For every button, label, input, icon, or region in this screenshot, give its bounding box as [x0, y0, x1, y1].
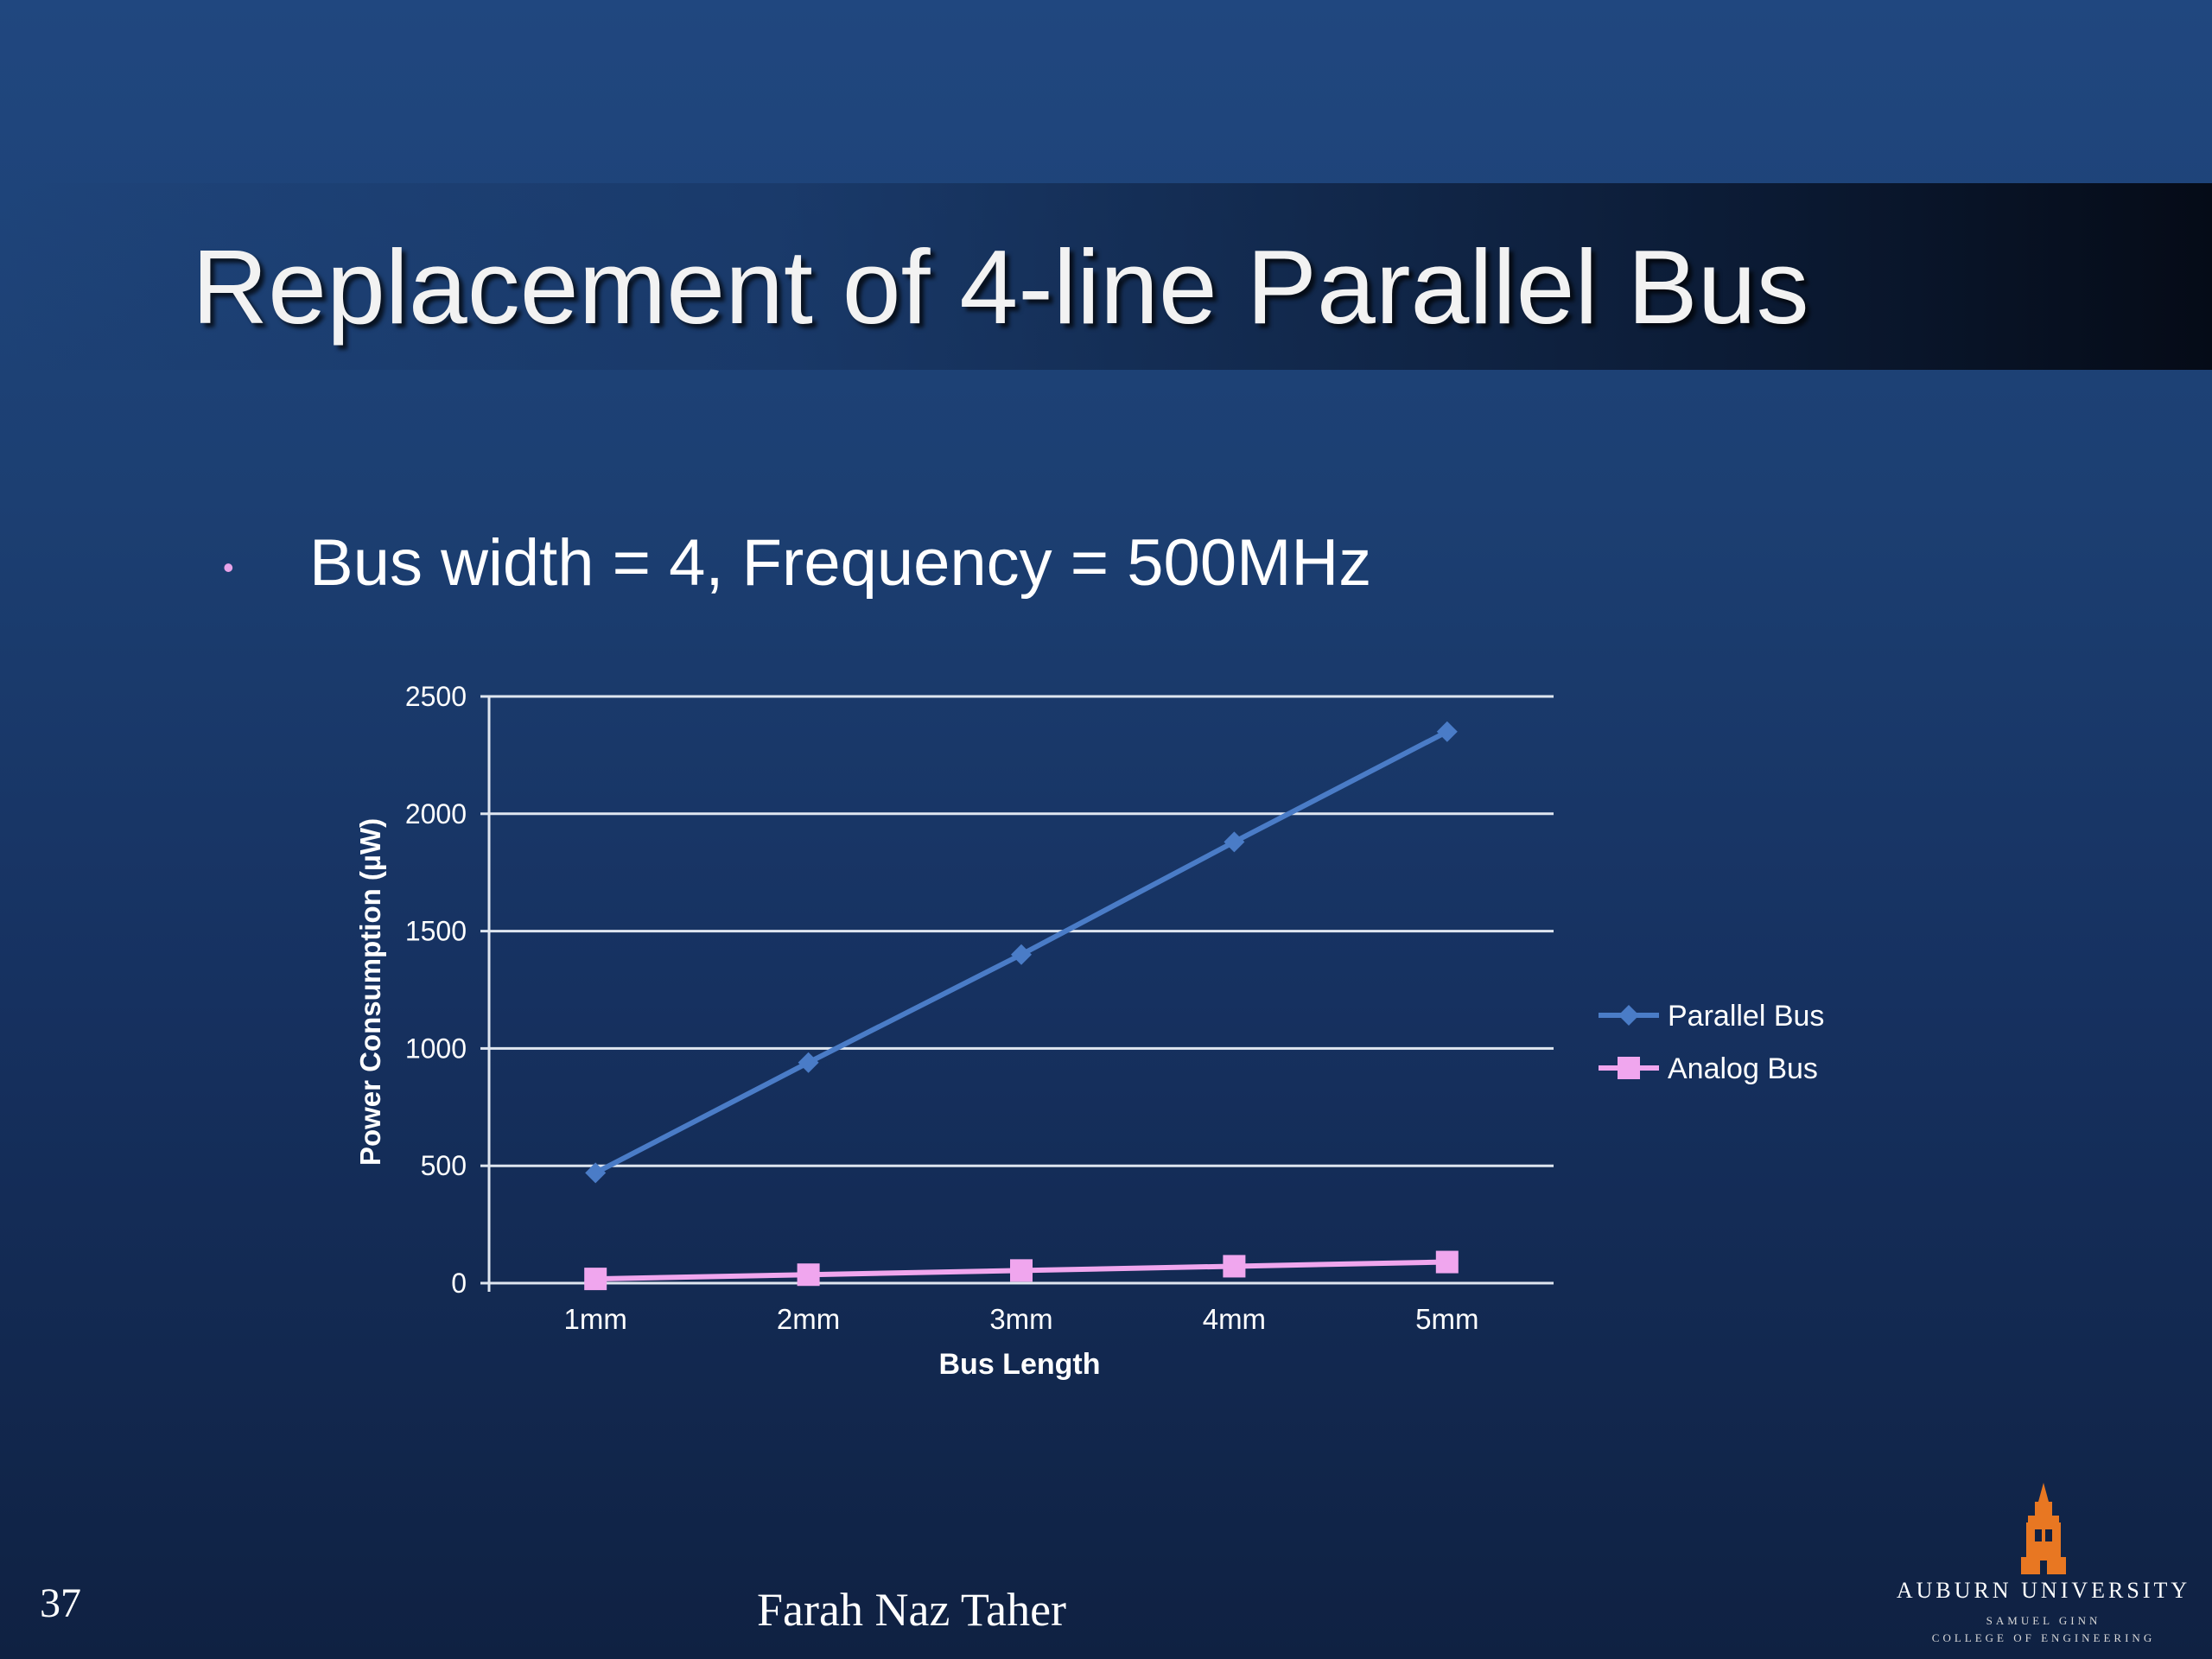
y-tick-label: 500	[421, 1150, 467, 1181]
data-point	[1010, 1259, 1033, 1282]
auburn-university-logo: AUBURN UNIVERSITY SAMUEL GINN COLLEGE OF…	[1892, 1483, 2195, 1647]
x-tick-label: 5mm	[1415, 1303, 1478, 1335]
chart-series	[584, 721, 1459, 1291]
x-axis-title: Bus Length	[939, 1348, 1101, 1381]
legend-marker	[1618, 1005, 1639, 1026]
line-chart: 0 500 1000 1500 2000 2500 1mm 2mm 3mm 4mm 5mm Bus …	[354, 681, 1824, 1381]
y-tick-label: 0	[451, 1268, 467, 1299]
data-point	[1224, 831, 1245, 853]
data-point	[1011, 944, 1032, 965]
data-point	[1436, 721, 1458, 742]
chart-axes	[480, 695, 1554, 1292]
y-tick-label: 2500	[405, 681, 467, 712]
x-tick-label: 3mm	[989, 1303, 1052, 1335]
chart-labels: 0 500 1000 1500 2000 2500 1mm 2mm 3mm 4mm 5mm	[405, 681, 1479, 1335]
author-name: Farah Naz Taher	[757, 1584, 1067, 1636]
y-tick-label: 1000	[405, 1033, 467, 1064]
data-point	[585, 1162, 607, 1184]
data-point	[798, 1052, 819, 1073]
legend-label: Analog Bus	[1668, 1052, 1818, 1085]
x-tick-label: 1mm	[564, 1303, 627, 1335]
data-point	[1435, 1250, 1459, 1274]
x-tick-label: 4mm	[1203, 1303, 1266, 1335]
slide-title: Replacement of 4-line Parallel Bus	[192, 228, 1809, 346]
y-tick-label: 1500	[405, 916, 467, 947]
y-axis-title: Power Consumption (µW)	[354, 818, 386, 1166]
title-band	[0, 183, 2212, 370]
data-point	[584, 1268, 607, 1291]
data-point	[797, 1263, 820, 1287]
page-number: 37	[40, 1580, 81, 1626]
data-point	[1223, 1255, 1246, 1278]
bullet-dot: •	[223, 550, 234, 585]
legend-label: Parallel Bus	[1668, 1000, 1824, 1033]
x-tick-label: 2mm	[777, 1303, 840, 1335]
chart-legend: Parallel Bus Analog Bus	[1599, 1000, 1824, 1085]
logo-university-name: AUBURN UNIVERSITY	[1896, 1578, 2191, 1603]
bullet-text: Bus width = 4, Frequency = 500MHz	[309, 526, 1372, 600]
chart-gridlines	[489, 695, 1554, 1167]
legend-marker	[1618, 1057, 1640, 1079]
logo-subtitle-2: COLLEGE OF ENGINEERING	[1931, 1631, 2156, 1644]
logo-subtitle-1: SAMUEL GINN	[1986, 1614, 2101, 1627]
tower-icon	[2021, 1483, 2066, 1574]
y-tick-label: 2000	[405, 798, 467, 830]
